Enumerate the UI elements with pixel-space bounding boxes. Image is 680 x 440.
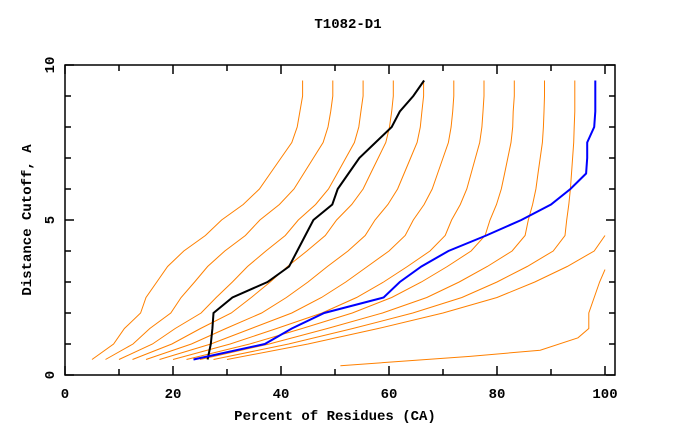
reference-curve [206,79,425,360]
y-tick-label: 5 [43,216,59,224]
axis-ticks: 0 20 40 60 80 100 0 5 10 [43,57,618,403]
plot-frame [64,64,616,376]
model-curve [91,80,304,360]
y-axis-label: Distance Cutoff, A [20,144,36,296]
model-curve [132,80,394,360]
x-tick-label: 100 [592,387,617,403]
model-curve [118,80,364,360]
x-tick-label: 80 [489,387,506,403]
x-axis-label: Percent of Residues (CA) [234,409,436,425]
model-curve [199,80,545,360]
x-tick-label: 60 [381,387,398,403]
model-curve [159,80,455,360]
chart-title: T1082-D1 [314,17,381,33]
best-model-curve [193,80,597,361]
model-curve [145,80,425,360]
model-curve-outlier [340,269,606,367]
x-tick-label: 0 [61,387,69,403]
model-curve [105,80,334,360]
x-tick-label: 20 [165,387,182,403]
y-tick-label: 10 [43,57,59,74]
y-tick-label: 0 [43,371,59,379]
model-curve [226,235,606,360]
plot-lines [91,79,606,367]
model-curve [186,80,515,360]
model-curve [213,80,576,360]
x-tick-label: 40 [273,387,290,403]
